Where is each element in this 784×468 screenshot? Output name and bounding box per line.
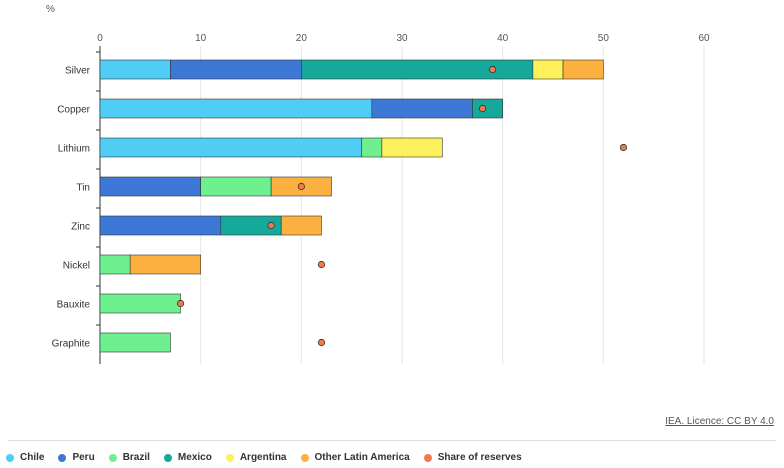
y-tick-label: Nickel [63, 261, 90, 272]
bar-segment [99, 59, 171, 80]
stacked-bar-chart: 0 10 20 30 40 50 60 Silver Copper Lithium Tin Zinc N… [52, 33, 710, 364]
y-tick-label: Lithium [58, 144, 90, 155]
bar-segment [99, 254, 131, 275]
legend-item[interactable]: Argentina [225, 452, 287, 463]
y-tick-label: Graphite [52, 339, 91, 350]
reserve-point [619, 143, 628, 152]
legend-label: Brazil [122, 452, 150, 463]
x-tick-label: 0 [97, 33, 103, 44]
bar-segment [99, 215, 222, 236]
bar-segment [170, 59, 302, 80]
y-tick-label: Tin [76, 183, 90, 194]
legend-swatch [423, 453, 432, 462]
x-tick-label: 10 [195, 33, 207, 44]
legend-swatch [225, 453, 234, 462]
legend-swatch [163, 453, 172, 462]
legend-item[interactable]: Other Latin America [300, 452, 410, 463]
bar-segment [532, 59, 564, 80]
licence-link[interactable]: IEA. Licence: CC BY 4.0 [665, 416, 774, 427]
bar-segment [562, 59, 604, 80]
bar-segment [301, 59, 534, 80]
legend-item[interactable]: Chile [6, 452, 44, 463]
legend-label: Other Latin America [314, 452, 410, 463]
legend-label: Chile [20, 452, 45, 463]
legend-divider [8, 440, 776, 441]
legend-label: Mexico [177, 452, 212, 463]
bar-segment [371, 98, 473, 119]
reserve-point [478, 104, 487, 113]
legend-label: Argentina [239, 452, 287, 463]
y-tick-label: Zinc [71, 222, 90, 233]
unit-label: % [46, 4, 55, 15]
bar-segment [381, 137, 443, 158]
reserve-point [317, 260, 326, 269]
legend-swatch [58, 453, 67, 462]
y-tick-label: Silver [65, 66, 91, 77]
legend-item[interactable]: Mexico [163, 452, 212, 463]
legend-swatch [300, 453, 309, 462]
bar-segment [472, 98, 503, 119]
legend-label: Peru [72, 452, 95, 463]
legend-swatch [108, 453, 117, 462]
x-tick-label: 20 [296, 33, 308, 44]
x-tick-label: 40 [497, 33, 509, 44]
bar-segment [99, 137, 363, 158]
bar-segment [99, 98, 373, 119]
y-tick-label: Bauxite [57, 300, 91, 311]
y-tick-label: Copper [57, 105, 90, 116]
legend-swatch [6, 453, 14, 462]
reserve-point [488, 65, 497, 74]
bar-segment [361, 137, 383, 158]
legend-item[interactable]: Peru [58, 452, 95, 463]
reserve-point [297, 182, 305, 191]
legend-label: Share of reserves [437, 452, 522, 463]
reserve-point [267, 221, 275, 230]
x-tick-label: 50 [598, 33, 610, 44]
bar-segment [280, 215, 322, 236]
reserve-point [317, 338, 326, 347]
x-tick-label: 60 [698, 33, 710, 44]
bar-segment [99, 176, 201, 197]
legend: Chile Peru Brazil Mexico Argentina Other Lati… [6, 452, 536, 463]
x-tick-label: 30 [396, 33, 408, 44]
bar-segment [99, 332, 171, 353]
reserve-point [176, 299, 185, 308]
bar-segment [129, 254, 201, 275]
bar-segment [99, 293, 181, 314]
legend-item[interactable]: Brazil [108, 452, 150, 463]
bar-segment [200, 176, 272, 197]
legend-item[interactable]: Share of reserves [423, 452, 522, 463]
